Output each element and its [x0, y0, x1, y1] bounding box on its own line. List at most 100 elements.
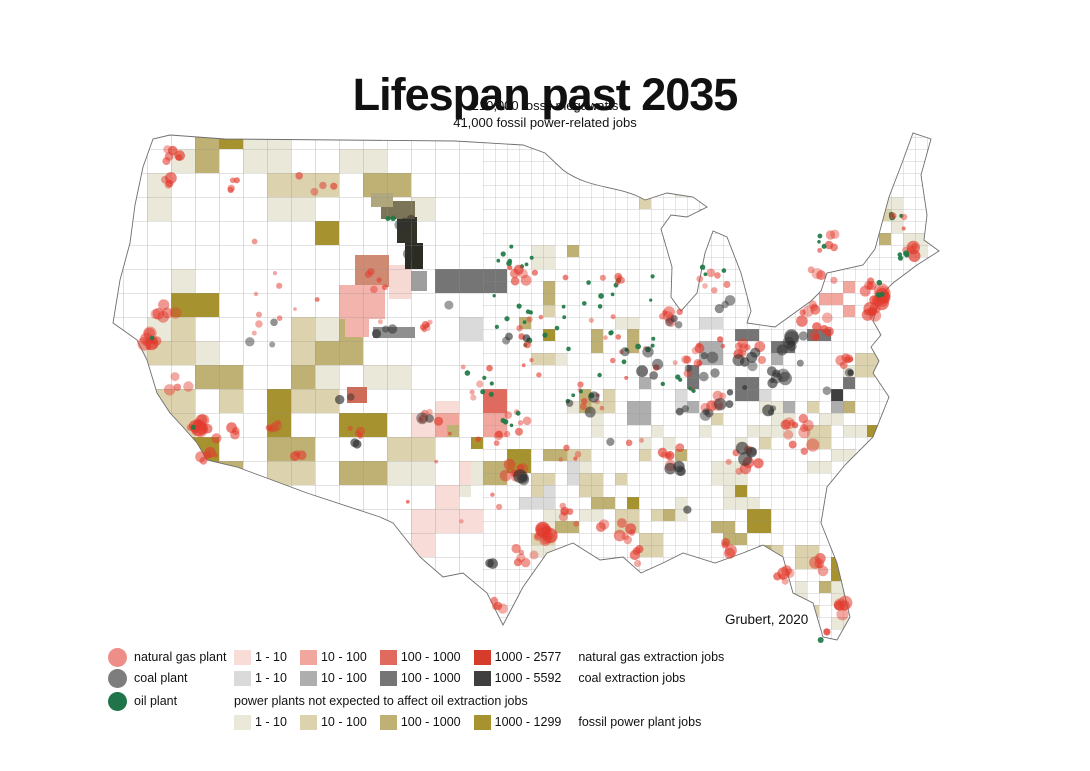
gas-plant-dot: [271, 420, 282, 432]
coal-plant-dot: [699, 409, 711, 421]
gas-plant-dot: [152, 336, 162, 346]
legend-swatch: [473, 670, 491, 686]
gas-plant-dot: [830, 229, 840, 239]
county-grid-west: [113, 133, 483, 640]
county-patch-plant: [171, 437, 195, 485]
gas-plant-dot: [542, 525, 552, 535]
coal-plant-dot: [766, 366, 777, 376]
coal-plant-dot: [636, 365, 648, 378]
coal-plant-dot: [347, 393, 355, 401]
gas-plant-dot: [724, 544, 737, 557]
gas-plant-dot: [531, 269, 538, 276]
legend-scale-label: natural gas extraction jobs: [578, 650, 725, 664]
gas-plant-dot: [817, 247, 823, 253]
legend-plant-oil: oil plant: [108, 691, 234, 711]
oil-plant-dot: [610, 292, 615, 297]
legend-swatch: [473, 649, 491, 665]
gas-plant-dot: [405, 499, 410, 504]
gas-plant-dot: [193, 423, 208, 438]
oil-plant-dot: [650, 274, 655, 279]
oil-plant-dot: [529, 255, 534, 260]
gas-plant-dot: [781, 577, 789, 585]
legend-swatch: [299, 714, 317, 730]
gas-plant-dot: [825, 230, 836, 240]
coal-plant-dot: [565, 399, 574, 407]
coal-plant-dot: [588, 391, 600, 403]
gas-plant-dot: [735, 467, 743, 475]
legend-bin-range: 1 - 10: [255, 671, 287, 685]
gas-plant-dot: [663, 306, 675, 318]
gas-plant-dot: [330, 182, 338, 190]
gas-plant-dot: [269, 423, 279, 433]
coal-plant-dot: [606, 437, 615, 446]
legend-bin: 100 - 1000: [379, 670, 461, 686]
oil-plant-dot: [488, 391, 494, 397]
oil-plant-dot: [817, 240, 821, 244]
oil-plant-dot: [904, 253, 910, 258]
coal-plant-dot: [700, 352, 708, 360]
gas-plant-dot: [538, 314, 544, 320]
gas-plant-dot: [486, 364, 493, 372]
gas-plant-dot: [563, 444, 570, 451]
county-patch-plant: [171, 437, 195, 461]
oil-plant-dot: [897, 252, 903, 257]
gas-plant-dot: [660, 451, 668, 459]
gas-plant-dot: [364, 270, 372, 278]
legend-bin-range: 1 - 10: [255, 715, 287, 729]
gas-plant-dot: [800, 447, 808, 455]
gas-plant-dot: [183, 381, 194, 392]
plant-dots-clusters: [137, 145, 921, 643]
gas-plant-dot: [659, 313, 666, 320]
county-patch-plant: [747, 557, 771, 569]
legend-swatch: [299, 649, 317, 665]
county-grid-east: [483, 133, 939, 640]
coal-plant-dot: [767, 409, 775, 416]
oil-plant-dot: [688, 386, 693, 391]
oil-plant-dot: [385, 216, 391, 221]
oil-plant-dot: [578, 389, 583, 394]
gas-plant-dot: [295, 172, 303, 180]
gas-plant-dot: [511, 543, 521, 554]
legend-plant-label: natural gas plant: [134, 650, 227, 664]
gas-plant-dot: [639, 438, 644, 443]
gas-plant-dot: [848, 356, 854, 362]
coal-plant-dot: [505, 332, 513, 341]
gas-plant-dot: [164, 180, 173, 189]
coal-plant-dot: [681, 405, 690, 413]
legend-bin: 1000 - 5592: [473, 670, 561, 686]
gas-plant-dot: [357, 433, 364, 439]
gas-plant-dot: [683, 369, 692, 378]
gas-plant-dot: [820, 325, 829, 333]
gas-plant-dot: [573, 456, 578, 461]
gas-plant-dot: [419, 324, 427, 331]
gas-plant-dot: [702, 283, 708, 289]
gas-plant-dot: [460, 364, 466, 370]
county-patch-plant: [675, 245, 687, 257]
legend-bin: 1 - 10: [234, 714, 287, 730]
gas-plant-dot: [717, 336, 724, 343]
oil-plant-dot: [566, 346, 571, 352]
gas-plant-dot: [504, 411, 513, 419]
legend-plant-coal: coal plant: [108, 668, 234, 688]
oil-plant-dot: [496, 258, 501, 263]
subtitle-line-2: 41,000 fossil power-related jobs: [453, 115, 637, 130]
oil-plant-dot: [525, 309, 531, 314]
gas-plant-dot: [796, 315, 808, 327]
coal-plant-dot: [844, 368, 854, 377]
oil-plant-dot: [649, 298, 653, 302]
legend-bin: 10 - 100: [299, 670, 367, 686]
legend-plant-natural-gas: natural gas plant: [108, 647, 234, 667]
county-patch-plant: [855, 197, 867, 221]
gas-plant-dot: [861, 309, 874, 321]
legend-swatch: [234, 670, 251, 686]
oil-plant-dot: [509, 244, 514, 249]
gas-plant-dot: [696, 275, 704, 283]
gas-plant-dot: [694, 343, 705, 354]
gas-plant-dot: [381, 284, 388, 291]
gas-plant-dot: [901, 226, 906, 231]
oil-plant-dot: [507, 258, 513, 264]
legend-swatch: [299, 670, 317, 686]
gas-plant-dot: [783, 429, 794, 440]
legend-bin-range: 1000 - 1299: [494, 715, 562, 729]
